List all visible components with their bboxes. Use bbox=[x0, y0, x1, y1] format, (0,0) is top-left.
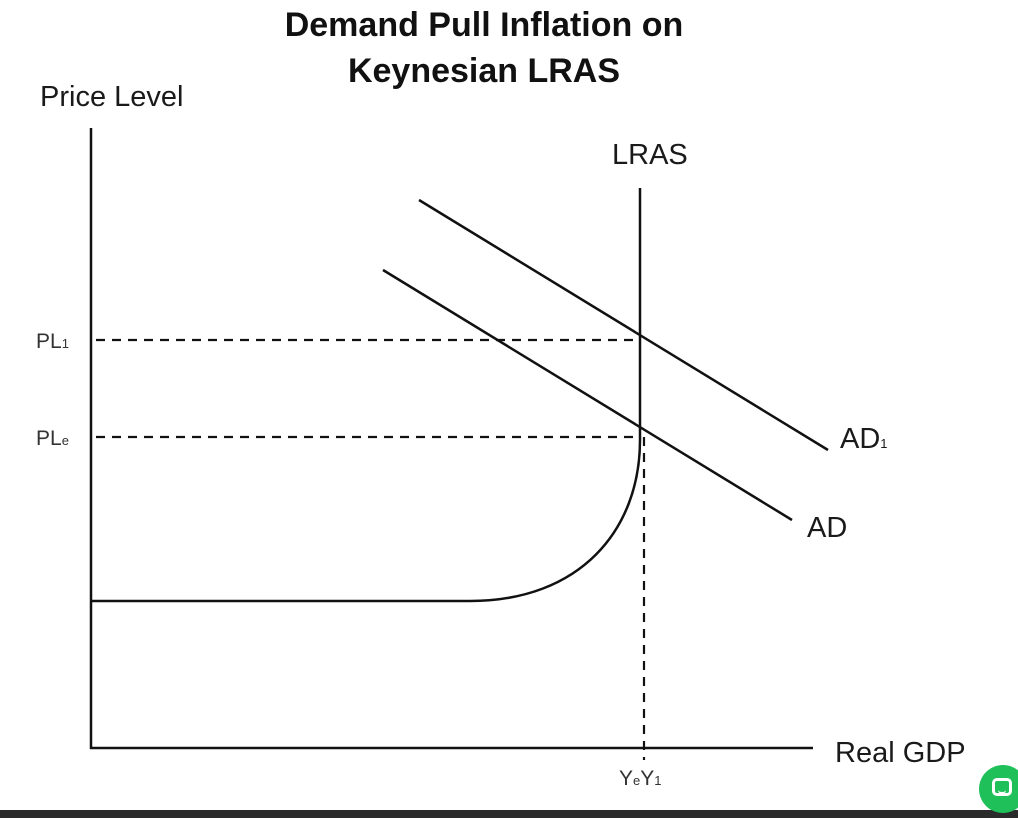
ad1-label-sub: 1 bbox=[880, 436, 887, 451]
ad-curve bbox=[382, 268, 793, 522]
y-axis-label: Price Level bbox=[40, 81, 183, 113]
ple-label: PLe bbox=[36, 427, 69, 450]
bottom-bar bbox=[0, 810, 1018, 818]
chat-bubble-icon bbox=[992, 778, 1012, 796]
ye-label-sub: e bbox=[633, 773, 640, 788]
pl1-label-sub: 1 bbox=[62, 336, 69, 351]
lras-label: LRAS bbox=[612, 139, 688, 171]
ad1-label-main: AD bbox=[840, 423, 880, 455]
ye-y1-label: YeY1 bbox=[619, 767, 662, 790]
ple-label-sub: e bbox=[62, 433, 69, 448]
ad1-curve bbox=[418, 198, 829, 452]
title-line-2: Keynesian LRAS bbox=[348, 52, 620, 90]
keynesian-lras-curve bbox=[91, 188, 642, 603]
pl1-label-main: PL bbox=[36, 330, 62, 353]
ad1-label: AD1 bbox=[840, 423, 888, 455]
y1-label-sub: 1 bbox=[654, 773, 661, 788]
x-axis-label: Real GDP bbox=[835, 737, 966, 769]
y1-label-main: Y bbox=[640, 767, 654, 790]
chat-button[interactable] bbox=[979, 765, 1018, 813]
ad-label: AD bbox=[807, 512, 847, 544]
pl1-label: PL1 bbox=[36, 330, 69, 353]
title-line-1: Demand Pull Inflation on bbox=[285, 6, 684, 44]
ple-label-main: PL bbox=[36, 427, 62, 450]
ye-label-main: Y bbox=[619, 767, 633, 790]
